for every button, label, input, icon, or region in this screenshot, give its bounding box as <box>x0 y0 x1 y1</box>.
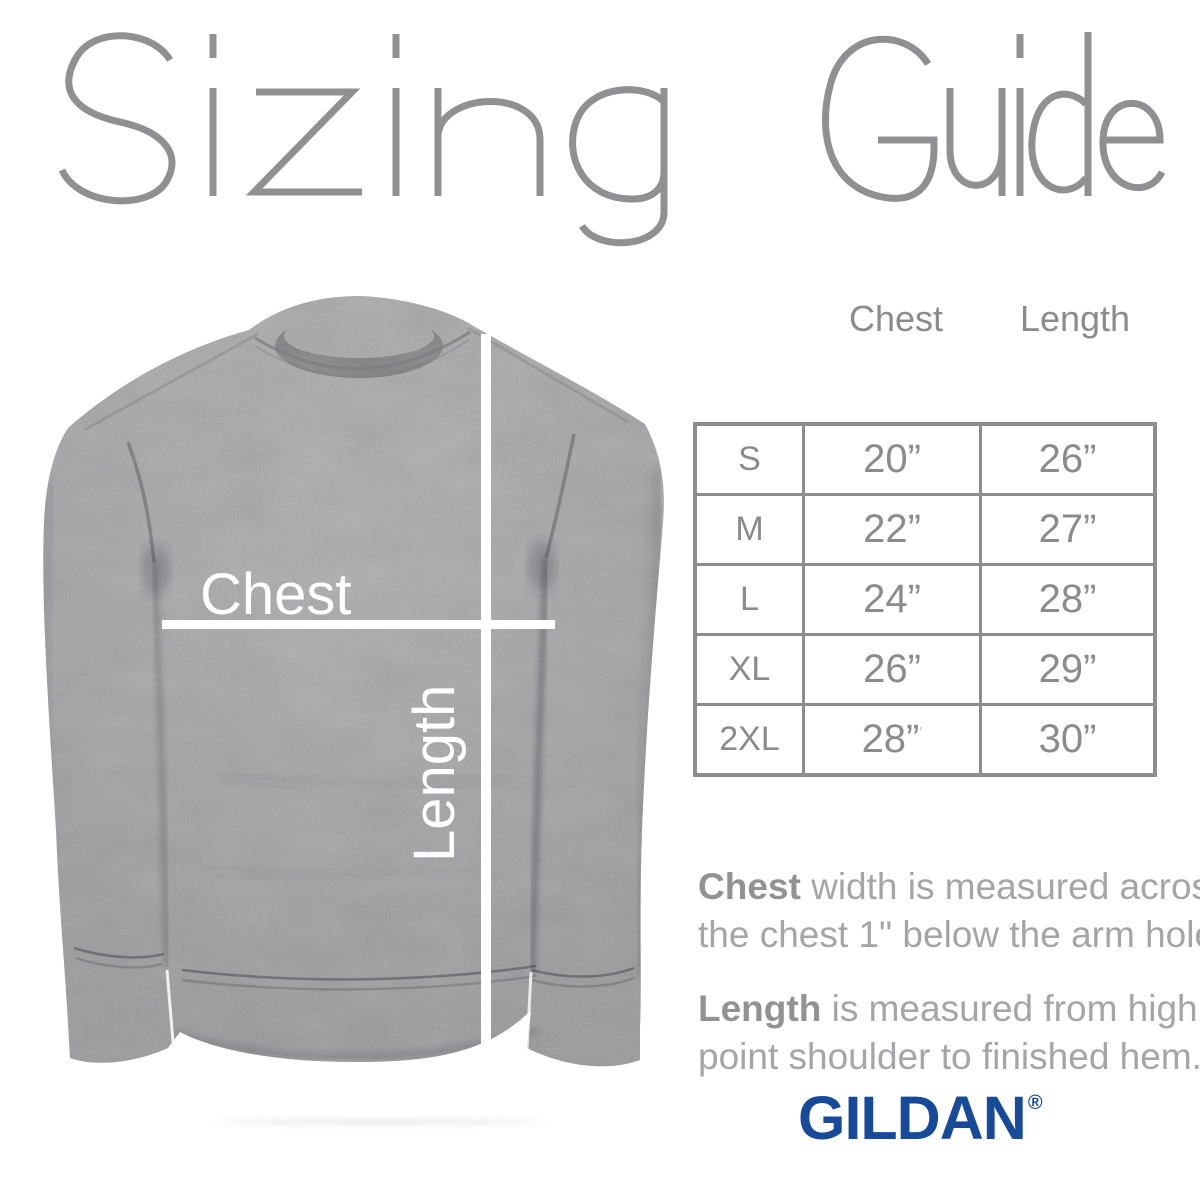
chest-note: Chest width is measured across the chest … <box>698 863 1200 959</box>
length-cell: 27” <box>979 493 1157 566</box>
chest-measure-line <box>162 620 555 629</box>
size-cell: M <box>693 493 805 566</box>
table-row: XL 26” 29” <box>693 633 1157 706</box>
size-table: S 20” 26” M 22” 27” L 24” 28” XL 26” 29”… <box>693 422 1157 777</box>
length-note-line2: point shoulder to finished hem. <box>698 1036 1200 1077</box>
stray-tick-mark: ' <box>919 724 923 742</box>
table-row: S 20” 26” <box>693 422 1157 496</box>
table-header-chest: Chest <box>848 298 944 339</box>
length-cell: 29” <box>979 633 1157 706</box>
chest-cell: 28”' <box>802 703 982 777</box>
size-cell: S <box>693 422 805 496</box>
title-word-guide <box>821 32 1166 202</box>
title-word-sizing <box>58 32 668 247</box>
table-row: L 24” 28” <box>693 563 1157 636</box>
chest-cell: 24” <box>802 563 982 636</box>
chest-cell: 26” <box>802 633 982 706</box>
sweatshirt-photo <box>43 296 664 1067</box>
length-note-line1: is measured from high <box>821 988 1198 1029</box>
chest-note-line1: width is measured across <box>800 866 1200 907</box>
sweatshirt-fabric <box>43 296 664 1067</box>
chest-measure-label: Chest <box>200 562 352 627</box>
page-title <box>58 32 1166 247</box>
table-row: 2XL 28”' 30” <box>693 703 1157 777</box>
garment-drop-shadow <box>215 1119 545 1125</box>
length-measure-label: Length <box>402 684 467 862</box>
gildan-logo: GILDAN ® <box>798 1088 1043 1149</box>
table-row: M 22” 27” <box>693 493 1157 566</box>
length-note-lead: Length <box>698 988 822 1029</box>
length-measure-line <box>481 334 491 1056</box>
size-cell: 2XL <box>693 703 805 777</box>
chest-cell: 20” <box>802 422 982 496</box>
length-cell: 28” <box>979 563 1157 636</box>
table-header-length: Length <box>1019 298 1131 339</box>
chest-cell: 22” <box>802 493 982 566</box>
length-cell: 26” <box>979 422 1157 496</box>
length-cell: 30” <box>979 703 1157 777</box>
chest-note-line2: the chest 1" below the arm hole. <box>698 914 1200 955</box>
registered-trademark-icon: ® <box>1027 1092 1043 1114</box>
chest-value: 28” <box>861 717 920 761</box>
chest-note-lead: Chest <box>698 866 801 907</box>
length-note: Length is measured from high point should… <box>698 985 1200 1081</box>
size-cell: L <box>693 563 805 636</box>
size-cell: XL <box>693 633 805 706</box>
gildan-wordmark: GILDAN <box>798 1084 1027 1152</box>
